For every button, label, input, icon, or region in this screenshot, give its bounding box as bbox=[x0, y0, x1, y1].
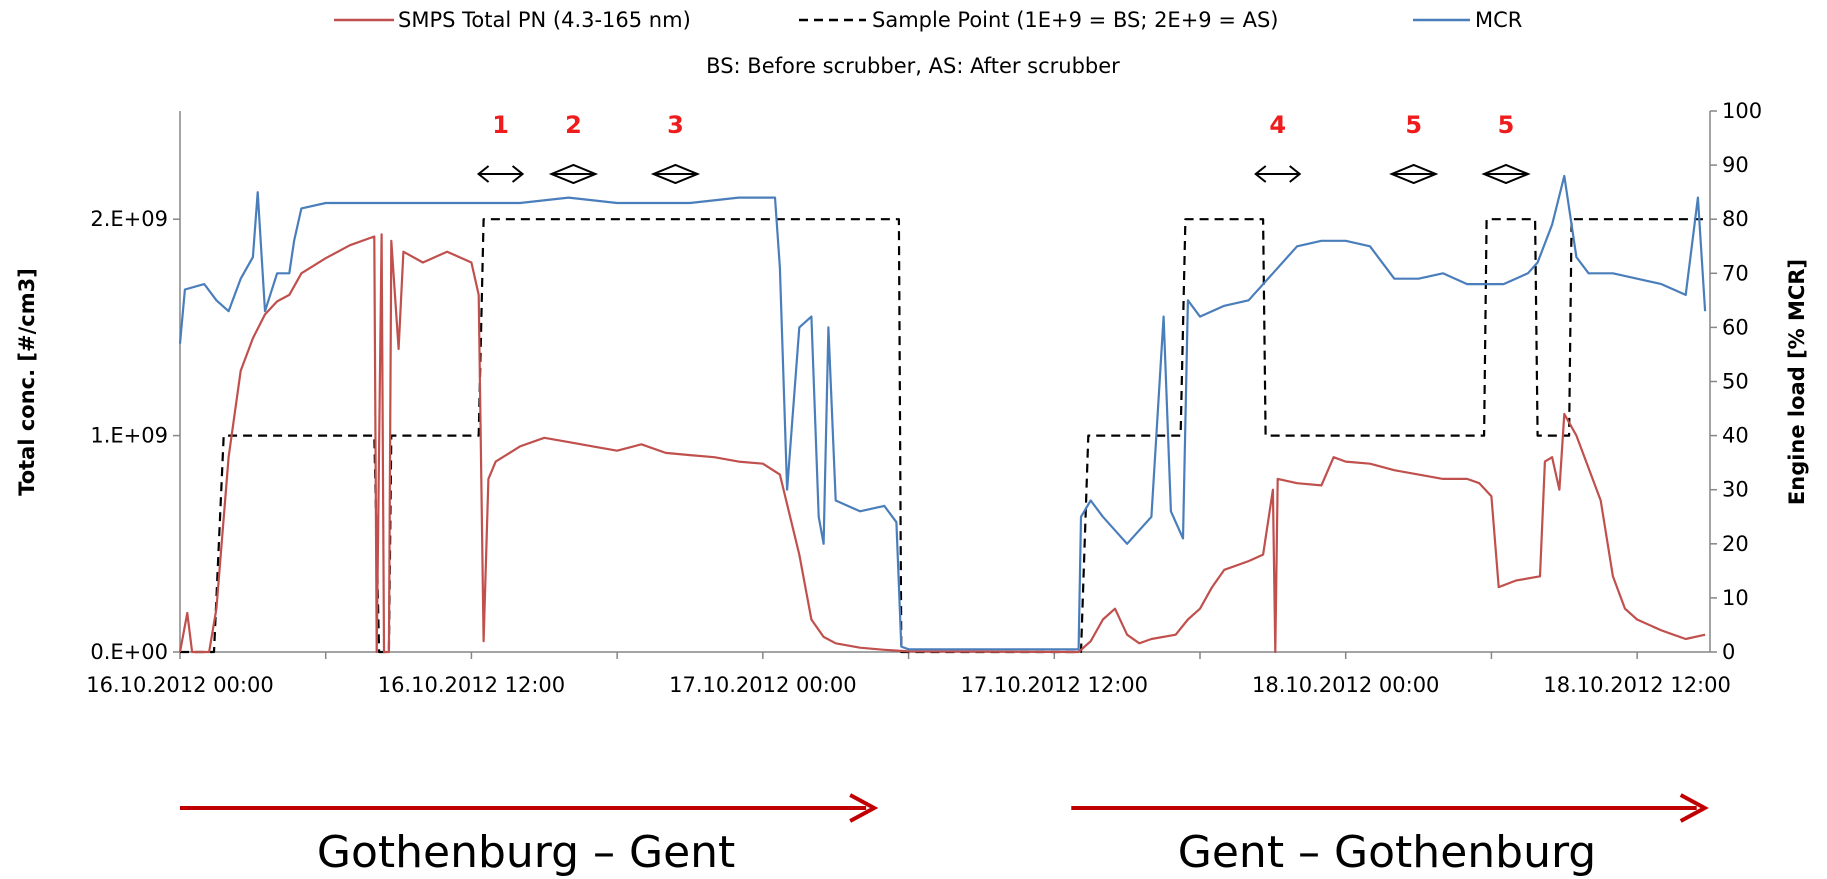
route-arrows: Gothenburg – Gent Gent – Gothenburg bbox=[180, 793, 1709, 878]
right-tick-label-6: 60 bbox=[1722, 315, 1749, 339]
axes: Total conc. [#/cm3] Engine load [% MCR] bbox=[15, 111, 1809, 653]
event-label-4: 5 bbox=[1405, 111, 1422, 139]
event-label-2: 3 bbox=[667, 111, 684, 139]
left-tick-label-0: 0.E+00 bbox=[90, 640, 168, 664]
x-tick-label-2: 17.10.2012 00:00 bbox=[669, 673, 856, 697]
x-tick-label-1: 16.10.2012 12:00 bbox=[378, 673, 565, 697]
event-annotations: 1 2 3 4 5 5 bbox=[476, 111, 1531, 185]
right-tick-label-8: 80 bbox=[1722, 207, 1749, 231]
event-arrow-0 bbox=[476, 165, 525, 183]
route-arrowhead-1 bbox=[1679, 793, 1709, 823]
x-tick-label-5: 18.10.2012 12:00 bbox=[1543, 673, 1730, 697]
right-tick-label-5: 50 bbox=[1722, 370, 1749, 394]
series-layer bbox=[178, 174, 1707, 654]
route-label-0: Gothenburg – Gent bbox=[317, 827, 735, 878]
x-tick-label-3: 17.10.2012 12:00 bbox=[961, 673, 1148, 697]
left-axis-title: Total conc. [#/cm3] bbox=[15, 268, 39, 496]
route-label-1: Gent – Gothenburg bbox=[1178, 827, 1596, 878]
legend-note: BS: Before scrubber, AS: After scrubber bbox=[706, 54, 1120, 78]
route-arrowhead-0 bbox=[849, 793, 879, 823]
event-label-0: 1 bbox=[492, 111, 509, 139]
series-line-0 bbox=[180, 218, 1706, 654]
right-tick-label-2: 20 bbox=[1722, 532, 1749, 556]
right-tick-label-1: 10 bbox=[1722, 586, 1749, 610]
event-arrow-3 bbox=[1254, 165, 1302, 183]
left-axis-ticks: 0.E+00 1.E+09 2.E+09 bbox=[90, 207, 180, 664]
series-line-1 bbox=[178, 233, 1706, 654]
right-tick-label-10: 100 bbox=[1722, 99, 1762, 123]
right-tick-label-9: 90 bbox=[1722, 153, 1749, 177]
left-tick-label-2: 2.E+09 bbox=[90, 207, 168, 231]
right-tick-label-0: 0 bbox=[1722, 640, 1735, 664]
series-line-2 bbox=[178, 174, 1707, 651]
x-tick-label-0: 16.10.2012 00:00 bbox=[86, 673, 273, 697]
right-tick-label-7: 70 bbox=[1722, 261, 1749, 285]
event-arrow-1 bbox=[548, 163, 599, 185]
legend-label-smps: SMPS Total PN (4.3-165 nm) bbox=[398, 8, 691, 32]
event-label-1: 2 bbox=[565, 111, 582, 139]
event-label-3: 4 bbox=[1269, 111, 1286, 139]
right-tick-label-3: 30 bbox=[1722, 478, 1749, 502]
event-label-5: 5 bbox=[1498, 111, 1515, 139]
event-arrow-2 bbox=[650, 163, 701, 185]
event-arrow-5 bbox=[1481, 163, 1531, 185]
legend: SMPS Total PN (4.3-165 nm) Sample Point … bbox=[334, 8, 1522, 78]
right-tick-label-4: 40 bbox=[1722, 424, 1749, 448]
left-tick-label-1: 1.E+09 bbox=[90, 424, 168, 448]
right-axis-ticks: 0 10 20 30 40 50 60 70 80 90 100 bbox=[1710, 99, 1762, 664]
x-axis-ticks: 16.10.2012 00:00 16.10.2012 12:00 17.10.20… bbox=[86, 652, 1731, 697]
event-arrow-4 bbox=[1389, 163, 1439, 185]
x-tick-label-4: 18.10.2012 00:00 bbox=[1252, 673, 1439, 697]
right-axis-title: Engine load [% MCR] bbox=[1785, 259, 1809, 505]
legend-label-mcr: MCR bbox=[1475, 8, 1522, 32]
legend-label-sample-point: Sample Point (1E+9 = BS; 2E+9 = AS) bbox=[872, 8, 1279, 32]
